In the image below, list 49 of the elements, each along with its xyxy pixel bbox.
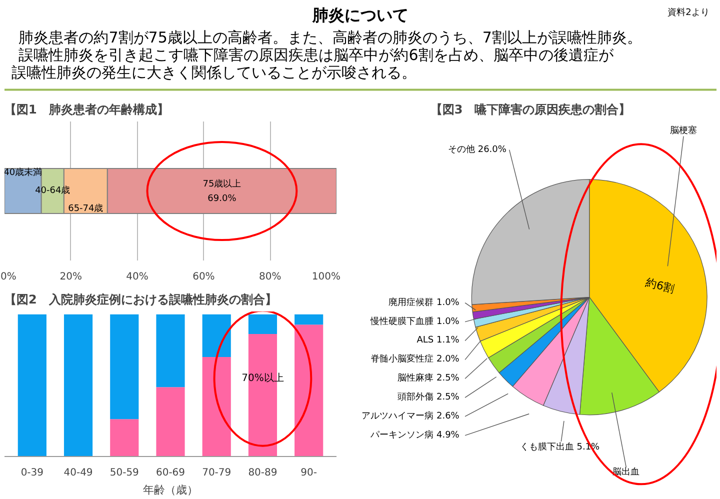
x-tick-label: 0-39	[20, 468, 44, 478]
bar	[202, 356, 231, 456]
bar	[110, 419, 139, 456]
text: 肺炎患者の約7割が75歳以上の高齢者。また、高齢者の肺炎のうち、7割以上が誤嚥性肺炎。	[18, 28, 642, 47]
slice-label: 脳性麻痺 2.5%	[398, 372, 460, 384]
data-label: 69.0%	[208, 194, 237, 204]
bar	[110, 314, 139, 420]
x-axis-title: 年齢（歳）	[143, 484, 198, 496]
bar	[156, 314, 185, 388]
slice-label: 頭部外傷 2.5%	[398, 392, 460, 403]
bar	[18, 314, 46, 456]
slice-label: パーキンソン病 4.9%	[370, 429, 460, 440]
chart-title: 【図1 肺炎患者の年齢構成】	[4, 102, 169, 116]
slice-label: 脳梗塞	[670, 125, 698, 136]
x-tick-label: 90-	[300, 468, 318, 478]
x-tick-label: 60%	[192, 272, 215, 282]
bar	[248, 314, 278, 334]
chart-title: 【図2 入院肺炎症例における誤嚥性肺炎の割合】	[4, 292, 277, 306]
text: 誤嚥性肺炎を引き起こす嚥下障害の原因疾患は脳卒中が約6割を占め、脳卒中の後遺症が	[18, 46, 614, 64]
x-tick-label: 40%	[126, 272, 148, 282]
series-label: 40歳未満	[4, 167, 42, 178]
slice-label: 廃用症候群 1.0%	[388, 296, 460, 308]
slice-label: 脊髄小脳変性症 2.0%	[370, 354, 460, 365]
chart-title: 【図3 嚥下障害の原因疾患の割合】	[430, 102, 631, 116]
bar	[156, 387, 185, 456]
slice-label: ALS 1.1%	[416, 336, 460, 346]
series-label: 65-74歳	[68, 202, 104, 214]
slice-label: アルツハイマー病 2.6%	[362, 410, 460, 422]
bar	[202, 314, 231, 357]
x-tick-label: 20%	[60, 272, 82, 282]
x-tick-label: 60-69	[156, 468, 186, 478]
x-tick-label: 0%	[0, 272, 16, 282]
x-tick-label: 70-79	[202, 468, 232, 478]
x-tick-label: 40-49	[64, 468, 93, 478]
x-tick-label: 100%	[312, 272, 341, 282]
slice-label: 慢性硬膜下血腫 1.0%	[370, 316, 460, 327]
series-label: 75歳以上	[202, 178, 242, 190]
bar	[294, 324, 324, 456]
text: 誤嚥性肺炎の発生に大きく関係していることが示唆される。	[12, 63, 417, 82]
text: 肺炎について	[312, 5, 408, 24]
x-tick-label: 50-59	[110, 468, 139, 478]
slice-label: その他 26.0%	[448, 144, 507, 155]
x-tick-label: 80%	[258, 272, 282, 282]
bar	[294, 314, 324, 325]
bar	[64, 314, 93, 456]
text: 資料2より	[668, 7, 710, 18]
x-tick-label: 80-89	[248, 468, 278, 478]
series-label: 40-64歳	[35, 185, 70, 196]
text: 約6割	[644, 276, 676, 296]
